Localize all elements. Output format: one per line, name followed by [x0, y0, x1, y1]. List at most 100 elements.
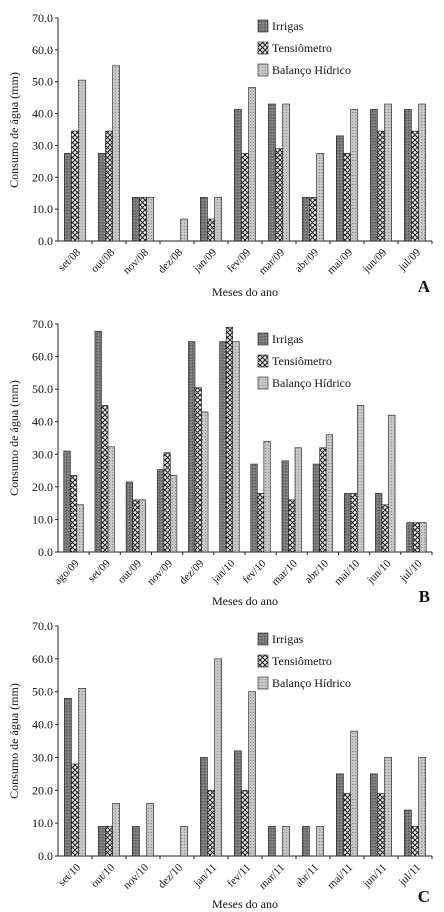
bar-irrigas [125, 481, 133, 553]
bar-tensiometro [163, 452, 171, 553]
bar-balanco-hidrico [248, 691, 257, 857]
x-tick-label: out/08 [89, 246, 118, 275]
bar-irrigas [301, 197, 310, 242]
bar-tensiometro [207, 789, 215, 857]
bar-irrigas [335, 135, 344, 242]
bar-irrigas [97, 826, 106, 857]
bar-irrigas [233, 109, 242, 242]
bar-tensiometro [411, 826, 419, 857]
bar-irrigas [267, 826, 276, 857]
bar-balanco-hidrico [170, 475, 178, 553]
x-tick-label: jun/09 [360, 246, 389, 275]
y-axis-title: Consumo de água (mm) [7, 380, 21, 496]
bar-balanco-hidrico [248, 87, 257, 242]
y-tick-label: 10.0 [32, 202, 53, 216]
x-tick-label: fev/11 [225, 862, 253, 890]
x-tick-label: out/10 [89, 861, 118, 890]
legend: Irrigas Tensiômetro Balanço Hídrico [257, 19, 351, 77]
y-tick-label: 50.0 [32, 382, 53, 396]
x-tick-label: jan/09 [190, 246, 219, 275]
chart-panel-b: 0.0 10.0 20.0 30.0 40.0 50.0 60.0 70.0 Consumo d… [7, 317, 433, 608]
bar-tensiometro [101, 405, 109, 553]
x-tick-label: jul/10 [397, 557, 425, 585]
bar-tensiometro [241, 789, 249, 857]
bar-balanco-hidrico [201, 411, 209, 553]
bar-balanco-hidrico [76, 504, 84, 553]
legend-swatch-tensiometro [257, 354, 269, 368]
bar-tensiometro [132, 499, 140, 553]
x-tick-label: out/09 [116, 557, 145, 586]
x-tick-label: mai/11 [325, 862, 355, 892]
x-tick-label: mar/09 [257, 246, 288, 277]
bar-balanco-hidrico [282, 103, 291, 242]
y-tick-label: 20.0 [32, 170, 53, 184]
x-tick-label: jan/10 [209, 557, 238, 586]
legend-label: Balanço Hídrico [272, 676, 351, 690]
bar-irrigas [63, 450, 71, 553]
x-tick-label: nov/10 [121, 861, 151, 891]
legend-label: Tensiômetro [272, 654, 332, 668]
bar-irrigas [131, 197, 140, 242]
legend-label: Tensiômetro [272, 41, 332, 55]
x-tick-label: mai/09 [325, 246, 355, 276]
x-tick-label: dez/08 [156, 246, 186, 276]
y-axis-title: Consumo de água (mm) [7, 683, 21, 799]
bar-irrigas [156, 469, 165, 553]
bar-irrigas [219, 341, 227, 553]
bar-irrigas [233, 750, 242, 857]
bar-balanco-hidrico [316, 153, 325, 242]
bar-tensiometro [139, 197, 147, 242]
bar-irrigas [312, 463, 320, 553]
legend: Irrigas Tensiômetro Balanço Hídrico [257, 332, 351, 390]
bar-tensiometro [343, 153, 351, 242]
bar-irrigas [94, 330, 102, 553]
chart-panel-c: 0.0 10.0 20.0 30.0 40.0 50.0 60.0 70.0 Consumo d… [7, 619, 433, 911]
x-tick-label: jun/11 [360, 862, 389, 891]
bar-tensiometro [207, 218, 215, 242]
bar-tensiometro [275, 148, 283, 242]
bar-balanco-hidrico [146, 197, 155, 242]
x-tick-label: fev/10 [240, 557, 269, 586]
y-tick-label: 40.0 [32, 718, 53, 732]
legend-swatch-balanco-hidrico [257, 376, 269, 390]
legend-label: Irrigas [272, 632, 304, 646]
bar-balanco-hidrico [232, 341, 240, 553]
y-tick-label: 50.0 [32, 75, 53, 89]
panel-letter: B [419, 587, 430, 606]
bar-tensiometro [377, 130, 385, 242]
bar-balanco-hidrico [214, 658, 223, 857]
x-tick-label: dez/09 [177, 557, 207, 587]
x-axis-title: Meses do ano [212, 594, 278, 608]
bar-irrigas [343, 493, 352, 553]
bar-balanco-hidrico [384, 103, 393, 242]
bar-tensiometro [412, 522, 420, 553]
legend-label: Balanço Hídrico [272, 376, 351, 390]
bar-tensiometro [377, 793, 385, 857]
bar-balanco-hidrico [388, 414, 396, 553]
bar-balanco-hidrico [180, 826, 189, 857]
bar-balanco-hidrico [325, 434, 334, 553]
y-tick-label: 10.0 [32, 512, 53, 526]
bar-tensiometro [225, 326, 233, 553]
bar-tensiometro [71, 130, 79, 242]
x-tick-label: fev/09 [225, 246, 254, 275]
bar-balanco-hidrico [419, 522, 427, 553]
legend-swatch-balanco-hidrico [257, 63, 269, 77]
x-tick-label: jul/09 [396, 246, 424, 274]
y-tick-label: 30.0 [32, 447, 53, 461]
bar-irrigas [199, 197, 208, 242]
bar-irrigas [403, 809, 412, 857]
legend-swatch-tensiometro [257, 654, 269, 668]
bar-balanco-hidrico [282, 826, 291, 857]
bar-irrigas [403, 109, 412, 242]
bar-balanco-hidrico [112, 65, 121, 242]
bar-tensiometro [288, 499, 296, 553]
x-tick-label: set/09 [86, 557, 113, 584]
y-tick-label: 10.0 [32, 816, 53, 830]
bar-tensiometro [411, 130, 419, 242]
y-tick-label: 60.0 [32, 350, 53, 364]
y-tick-label: 40.0 [32, 107, 53, 121]
bar-balanco-hidrico [263, 440, 271, 553]
bar-balanco-hidrico [350, 109, 359, 242]
bar-balanco-hidrico [112, 803, 121, 857]
